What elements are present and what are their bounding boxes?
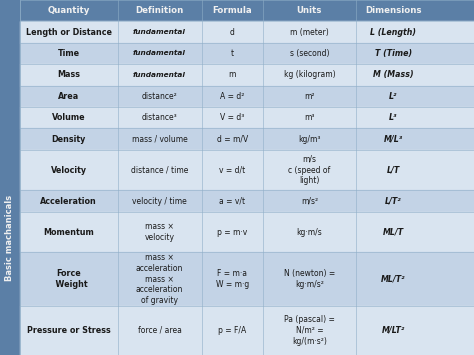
Text: L/T²: L/T² xyxy=(385,197,402,206)
Text: Density: Density xyxy=(52,135,86,143)
Text: L/T: L/T xyxy=(387,165,400,175)
Text: Volume: Volume xyxy=(52,113,85,122)
Bar xyxy=(20,252,474,306)
Text: d: d xyxy=(230,28,235,37)
Text: m: m xyxy=(228,70,236,80)
Text: Pressure or Stress: Pressure or Stress xyxy=(27,326,110,335)
Bar xyxy=(20,128,474,150)
Text: Basic machanicals: Basic machanicals xyxy=(6,195,14,281)
Text: Acceleration: Acceleration xyxy=(40,197,97,206)
Text: distance / time: distance / time xyxy=(131,165,188,175)
Text: mass ×
acceleration
mass ×
acceleration
of gravity: mass × acceleration mass × acceleration … xyxy=(136,253,183,305)
Bar xyxy=(20,190,474,212)
Text: t: t xyxy=(231,49,234,58)
Text: m²: m² xyxy=(304,92,315,101)
Text: F = m·a
W = m·g: F = m·a W = m·g xyxy=(216,269,249,289)
Text: m³: m³ xyxy=(304,113,315,122)
Bar xyxy=(20,212,474,252)
Bar xyxy=(20,107,474,128)
Text: p = m·v: p = m·v xyxy=(217,228,247,236)
Text: mass / volume: mass / volume xyxy=(132,135,187,143)
Text: mass ×
velocity: mass × velocity xyxy=(145,222,174,242)
Text: A = d²: A = d² xyxy=(220,92,245,101)
Bar xyxy=(20,21,474,43)
Text: fundamental: fundamental xyxy=(133,29,186,35)
Text: V = d³: V = d³ xyxy=(220,113,245,122)
Text: d = m/V: d = m/V xyxy=(217,135,248,143)
Text: Mass: Mass xyxy=(57,70,80,80)
Text: Time: Time xyxy=(58,49,80,58)
Text: kg/m³: kg/m³ xyxy=(298,135,320,143)
Text: v = d/t: v = d/t xyxy=(219,165,246,175)
Text: L (Length): L (Length) xyxy=(370,28,416,37)
Text: a = v/t: a = v/t xyxy=(219,197,245,206)
Text: L³: L³ xyxy=(389,113,398,122)
Text: Force
  Weight: Force Weight xyxy=(50,269,88,289)
Text: ML/T: ML/T xyxy=(383,228,404,236)
Bar xyxy=(0,0,20,355)
Text: distance³: distance³ xyxy=(142,113,177,122)
Bar xyxy=(20,64,474,86)
Text: s (second): s (second) xyxy=(290,49,329,58)
Text: Pa (pascal) =
N/m² =
kg/(m·s²): Pa (pascal) = N/m² = kg/(m·s²) xyxy=(284,315,335,346)
Bar xyxy=(20,0,474,21)
Text: M/LT²: M/LT² xyxy=(382,326,405,335)
Text: fundamental: fundamental xyxy=(133,50,186,56)
Text: m (meter): m (meter) xyxy=(290,28,329,37)
Text: m/s
c (speed of
light): m/s c (speed of light) xyxy=(288,155,330,185)
Text: T (Time): T (Time) xyxy=(375,49,412,58)
Text: L²: L² xyxy=(389,92,398,101)
Text: ML/T²: ML/T² xyxy=(381,274,406,284)
Text: N (newton) =
kg·m/s²: N (newton) = kg·m/s² xyxy=(284,269,335,289)
Text: force / area: force / area xyxy=(137,326,182,335)
Text: M (Mass): M (Mass) xyxy=(373,70,414,80)
Text: Length or Distance: Length or Distance xyxy=(26,28,112,37)
Text: Definition: Definition xyxy=(136,6,183,15)
Bar xyxy=(20,306,474,355)
Text: p = F/A: p = F/A xyxy=(218,326,246,335)
Bar xyxy=(20,86,474,107)
Bar xyxy=(20,150,474,190)
Text: kg (kilogram): kg (kilogram) xyxy=(283,70,335,80)
Text: Quantity: Quantity xyxy=(47,6,90,15)
Text: Units: Units xyxy=(297,6,322,15)
Text: Velocity: Velocity xyxy=(51,165,87,175)
Text: Dimensions: Dimensions xyxy=(365,6,422,15)
Text: Area: Area xyxy=(58,92,79,101)
Text: m/s²: m/s² xyxy=(301,197,318,206)
Text: velocity / time: velocity / time xyxy=(132,197,187,206)
Bar xyxy=(20,43,474,64)
Text: Momentum: Momentum xyxy=(43,228,94,236)
Text: Formula: Formula xyxy=(212,6,252,15)
Text: kg·m/s: kg·m/s xyxy=(297,228,322,236)
Text: distance²: distance² xyxy=(142,92,177,101)
Text: fundamental: fundamental xyxy=(133,72,186,78)
Text: M/L³: M/L³ xyxy=(384,135,403,143)
